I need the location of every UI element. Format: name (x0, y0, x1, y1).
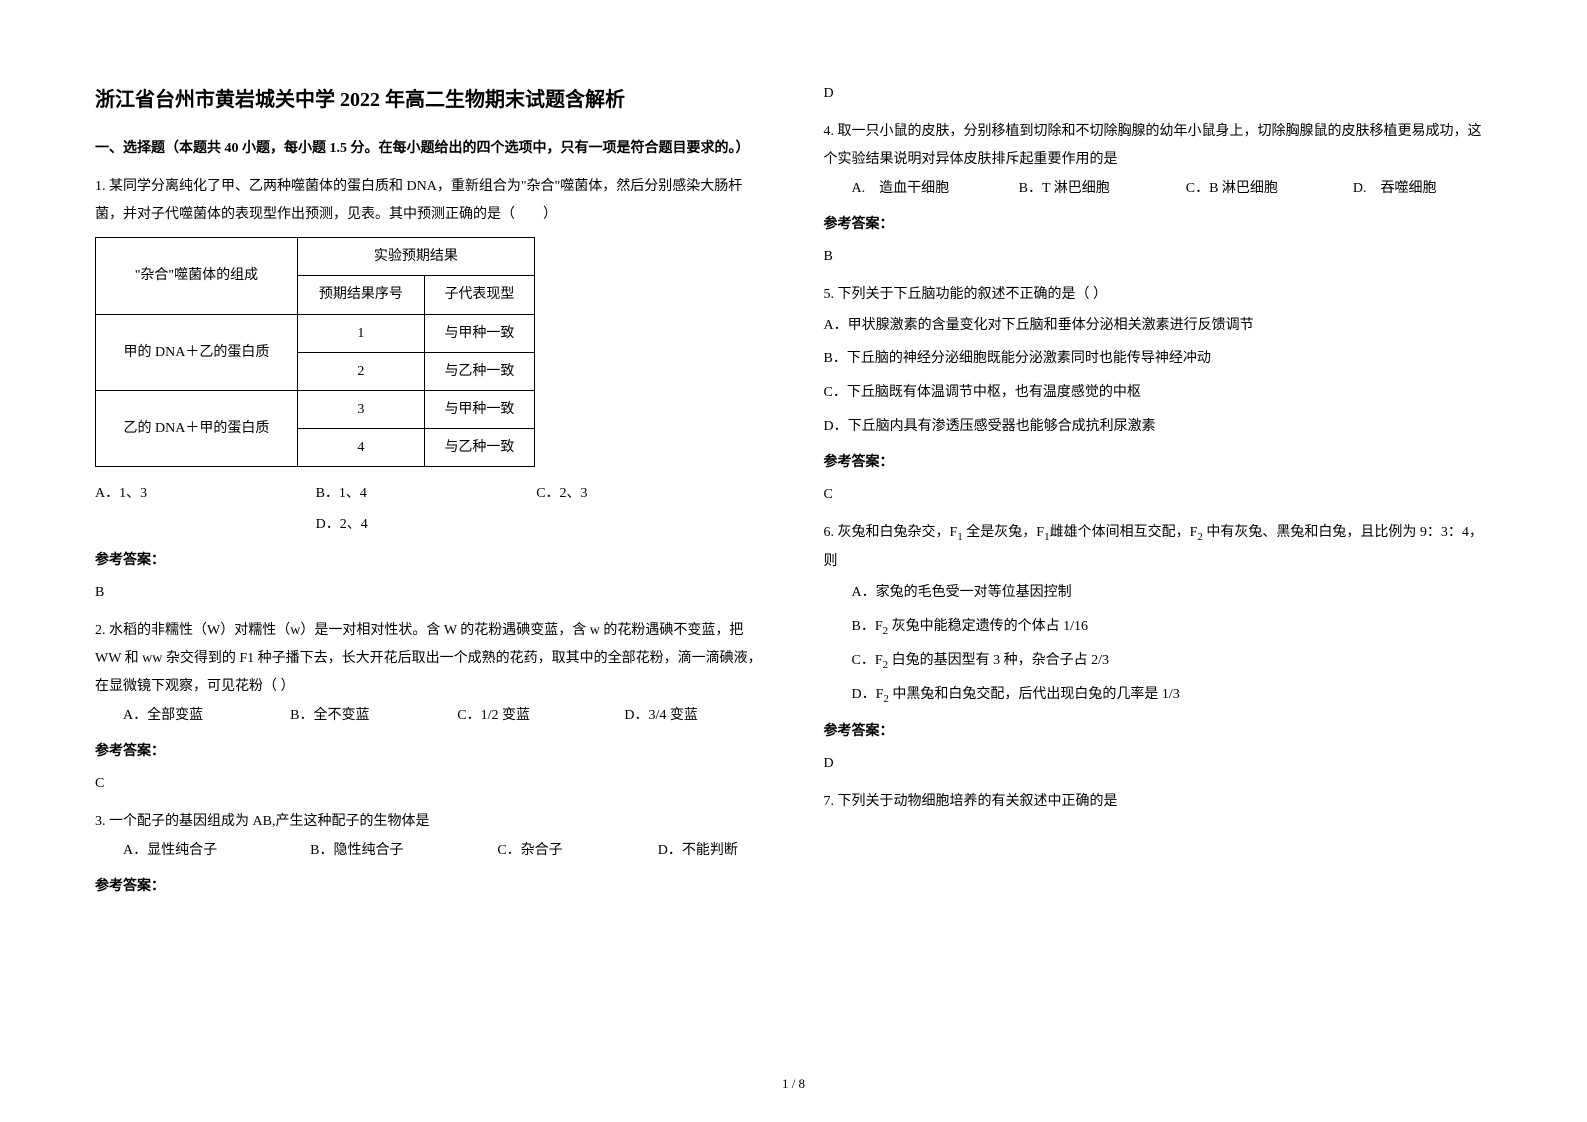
q2-answer: C (95, 770, 764, 798)
q3-answer: D (824, 80, 1493, 108)
q1-opt-a: A．1、3 (95, 479, 316, 510)
question-1: 1. 某同学分离纯化了甲、乙两种噬菌体的蛋白质和 DNA，重新组合为"杂合"噬菌… (95, 173, 764, 607)
q3-opt-b: B．隐性纯合子 (282, 836, 469, 867)
table-cell: 与乙种一致 (424, 352, 534, 390)
question-6: 6. 灰兔和白兔杂交，F1 全是灰兔，F1雌雄个体间相互交配，F2 中有灰兔、黑… (824, 519, 1493, 778)
table-cell: 2 (297, 352, 424, 390)
table-header-cell: 子代表现型 (424, 276, 534, 314)
opt-text: 白兔的基因型有 3 种，杂合子占 2/3 (888, 653, 1109, 668)
table-cell: 乙的 DNA＋甲的蛋白质 (96, 390, 298, 466)
q6-opt-c: C．F2 白兔的基因型有 3 种，杂合子占 2/3 (824, 644, 1493, 678)
question-3: 3. 一个配子的基因组成为 AB,产生这种配子的生物体是 A．显性纯合子 B．隐… (95, 808, 764, 901)
opt-text: C．F (852, 653, 883, 668)
table-row: 乙的 DNA＋甲的蛋白质 3 与甲种一致 (96, 390, 535, 428)
q2-opt-b: B．全不变蓝 (262, 701, 429, 732)
table-cell: 与甲种一致 (424, 390, 534, 428)
page-title: 浙江省台州市黄岩城关中学 2022 年高二生物期末试题含解析 (95, 80, 764, 120)
q2-opt-d: D．3/4 变蓝 (596, 701, 763, 732)
answer-label: 参考答案： (95, 738, 764, 766)
table-header-cell: 实验预期结果 (297, 238, 534, 276)
q1-table: "杂合"噬菌体的组成 实验预期结果 预期结果序号 子代表现型 甲的 DNA＋乙的… (95, 237, 535, 467)
table-cell: 3 (297, 390, 424, 428)
q6-opt-d: D．F2 中黑兔和白兔交配，后代出现白兔的几率是 1/3 (824, 678, 1493, 712)
table-row: "杂合"噬菌体的组成 实验预期结果 (96, 238, 535, 276)
q2-options: A．全部变蓝 B．全不变蓝 C．1/2 变蓝 D．3/4 变蓝 (95, 701, 764, 732)
opt-text: B．F (852, 619, 883, 634)
table-cell: 与甲种一致 (424, 314, 534, 352)
left-column: 浙江省台州市黄岩城关中学 2022 年高二生物期末试题含解析 一、选择题（本题共… (95, 80, 764, 911)
q1-opt-c: C．2、3 (536, 479, 757, 510)
q6-opt-b: B．F2 灰兔中能稳定遗传的个体占 1/16 (824, 610, 1493, 644)
q3-opt-d: D．不能判断 (630, 836, 764, 867)
q6-text-part: 全是灰兔，F (963, 525, 1044, 540)
opt-text: 中黑兔和白兔交配，后代出现白兔的几率是 1/3 (889, 687, 1180, 702)
answer-label: 参考答案： (824, 449, 1493, 477)
section-header: 一、选择题（本题共 40 小题，每小题 1.5 分。在每小题给出的四个选项中，只… (95, 136, 764, 161)
q6-answer: D (824, 750, 1493, 778)
question-5: 5. 下列关于下丘脑功能的叙述不正确的是（ ） A．甲状腺激素的含量变化对下丘脑… (824, 281, 1493, 509)
right-column: D 4. 取一只小鼠的皮肤，分别移植到切除和不切除胸腺的幼年小鼠身上，切除胸腺鼠… (824, 80, 1493, 911)
opt-text: 灰兔中能稳定遗传的个体占 1/16 (888, 619, 1088, 634)
q6-text-part: 6. 灰兔和白兔杂交，F (824, 525, 958, 540)
q4-text: 4. 取一只小鼠的皮肤，分别移植到切除和不切除胸腺的幼年小鼠身上，切除胸腺鼠的皮… (824, 118, 1493, 174)
q5-options: A．甲状腺激素的含量变化对下丘脑和垂体分泌相关激素进行反馈调节 B．下丘脑的神经… (824, 309, 1493, 443)
q5-opt-d: D．下丘脑内具有渗透压感受器也能够合成抗利尿激素 (824, 410, 1493, 444)
q5-opt-a: A．甲状腺激素的含量变化对下丘脑和垂体分泌相关激素进行反馈调节 (824, 309, 1493, 343)
q6-text: 6. 灰兔和白兔杂交，F1 全是灰兔，F1雌雄个体间相互交配，F2 中有灰兔、黑… (824, 519, 1493, 576)
q6-text-part: 雌雄个体间相互交配，F (1050, 525, 1198, 540)
q2-opt-a: A．全部变蓝 (95, 701, 262, 732)
q1-options: A．1、3 B．1、4 C．2、3 D．2、4 (95, 479, 764, 541)
q4-opt-c: C．B 淋巴细胞 (1158, 174, 1325, 205)
q5-text: 5. 下列关于下丘脑功能的叙述不正确的是（ ） (824, 281, 1493, 309)
question-2: 2. 水稻的非糯性（W）对糯性（w）是一对相对性状。含 W 的花粉遇碘变蓝，含 … (95, 617, 764, 798)
q4-opt-b: B．T 淋巴细胞 (991, 174, 1158, 205)
table-header-cell: 预期结果序号 (297, 276, 424, 314)
table-cell: 与乙种一致 (424, 429, 534, 467)
q5-opt-b: B．下丘脑的神经分泌细胞既能分泌激素同时也能传导神经冲动 (824, 342, 1493, 376)
page-number: 1 / 8 (0, 1076, 1587, 1092)
table-cell: 4 (297, 429, 424, 467)
table-cell: 1 (297, 314, 424, 352)
q1-text: 1. 某同学分离纯化了甲、乙两种噬菌体的蛋白质和 DNA，重新组合为"杂合"噬菌… (95, 173, 764, 229)
q3-opt-c: C．杂合子 (469, 836, 629, 867)
q7-text: 7. 下列关于动物细胞培养的有关叙述中正确的是 (824, 788, 1493, 816)
question-7: 7. 下列关于动物细胞培养的有关叙述中正确的是 (824, 788, 1493, 816)
q4-opt-a: A. 造血干细胞 (824, 174, 991, 205)
answer-label: 参考答案： (824, 718, 1493, 746)
q4-options: A. 造血干细胞 B．T 淋巴细胞 C．B 淋巴细胞 D. 吞噬细胞 (824, 174, 1493, 205)
answer-label: 参考答案： (824, 211, 1493, 239)
table-cell: 甲的 DNA＋乙的蛋白质 (96, 314, 298, 390)
q5-answer: C (824, 481, 1493, 509)
q1-answer: B (95, 579, 764, 607)
answer-label: 参考答案： (95, 873, 764, 901)
question-4: 4. 取一只小鼠的皮肤，分别移植到切除和不切除胸腺的幼年小鼠身上，切除胸腺鼠的皮… (824, 118, 1493, 271)
q3-options: A．显性纯合子 B．隐性纯合子 C．杂合子 D．不能判断 (95, 836, 764, 867)
q3-text: 3. 一个配子的基因组成为 AB,产生这种配子的生物体是 (95, 808, 764, 836)
q2-text: 2. 水稻的非糯性（W）对糯性（w）是一对相对性状。含 W 的花粉遇碘变蓝，含 … (95, 617, 764, 701)
q4-answer: B (824, 243, 1493, 271)
q2-opt-c: C．1/2 变蓝 (429, 701, 596, 732)
q5-opt-c: C．下丘脑既有体温调节中枢，也有温度感觉的中枢 (824, 376, 1493, 410)
q6-opt-a: A．家兔的毛色受一对等位基因控制 (824, 576, 1493, 610)
answer-label: 参考答案： (95, 547, 764, 575)
table-row: 甲的 DNA＋乙的蛋白质 1 与甲种一致 (96, 314, 535, 352)
q3-opt-a: A．显性纯合子 (95, 836, 282, 867)
table-header-cell: "杂合"噬菌体的组成 (96, 238, 298, 314)
q1-opt-d: D．2、4 (316, 510, 537, 541)
q6-options: A．家兔的毛色受一对等位基因控制 B．F2 灰兔中能稳定遗传的个体占 1/16 … (824, 576, 1493, 712)
opt-text: D．F (852, 687, 884, 702)
page-container: 浙江省台州市黄岩城关中学 2022 年高二生物期末试题含解析 一、选择题（本题共… (95, 80, 1492, 911)
q1-opt-b: B．1、4 (316, 479, 537, 510)
q1-opt-blank (95, 510, 316, 541)
q4-opt-d: D. 吞噬细胞 (1325, 174, 1492, 205)
